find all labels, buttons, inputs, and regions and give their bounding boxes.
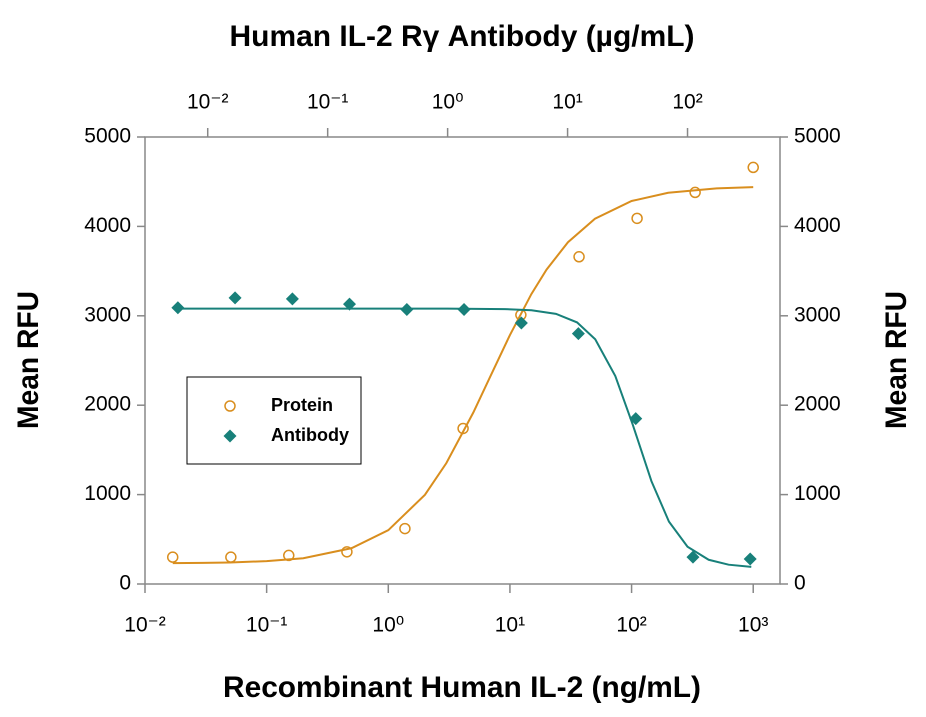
data-point — [743, 552, 757, 566]
y-tick-label: 3000 — [84, 303, 131, 326]
data-point — [399, 522, 411, 535]
legend-marker — [224, 400, 236, 412]
y2-tick-label: 1000 — [794, 482, 841, 505]
data-point — [629, 412, 643, 426]
y2-tick-label: 2000 — [794, 393, 841, 416]
y-tick-label: 2000 — [84, 393, 131, 416]
data-point — [747, 161, 759, 174]
legend-label: Antibody — [271, 425, 349, 445]
y2-tick-label: 4000 — [794, 214, 841, 237]
x2-tick-label: 10² — [672, 91, 702, 114]
data-point — [689, 186, 701, 199]
data-point — [166, 551, 179, 563]
y2-tick-label: 0 — [794, 572, 806, 595]
data-point — [573, 251, 585, 263]
x-tick-label: 10⁰ — [372, 614, 404, 637]
x-axis-title: Recombinant Human IL-2 (ng/mL) — [223, 671, 701, 704]
data-point — [342, 297, 356, 311]
data-point — [285, 292, 299, 306]
y-tick-label: 5000 — [84, 125, 131, 148]
data-point — [400, 303, 414, 317]
data-point — [457, 422, 469, 435]
data-point — [341, 546, 353, 558]
data-point — [225, 551, 237, 563]
data-point — [457, 303, 471, 317]
x2-tick-label: 10⁰ — [432, 91, 464, 114]
data-point — [171, 301, 185, 315]
y2-axis-title: Mean RFU — [880, 291, 913, 429]
y-axis-title: Mean RFU — [12, 291, 45, 429]
data-point — [686, 550, 700, 564]
legend-marker — [223, 429, 237, 443]
data-point — [631, 212, 643, 225]
x-tick-label: 10¹ — [495, 614, 525, 637]
x-tick-label: 10⁻¹ — [246, 614, 287, 637]
data-point — [283, 549, 295, 562]
legend-label: Protein — [271, 395, 333, 415]
chart-title: Human IL-2 Rγ Antibody (µg/mL) — [230, 20, 695, 53]
x-tick-label: 10² — [616, 614, 646, 637]
data-point — [228, 291, 242, 305]
x-tick-label: 10⁻² — [124, 614, 165, 637]
y2-tick-label: 5000 — [794, 125, 841, 148]
plot-frame — [144, 136, 781, 585]
y-tick-label: 1000 — [84, 482, 131, 505]
data-point — [514, 316, 528, 330]
x-tick-label: 10³ — [738, 614, 768, 637]
y2-tick-label: 3000 — [794, 303, 841, 326]
x2-tick-label: 10⁻² — [187, 91, 228, 114]
data-point — [571, 327, 585, 341]
y-tick-label: 0 — [119, 572, 131, 595]
x2-tick-label: 10¹ — [552, 91, 582, 114]
x2-tick-label: 10⁻¹ — [307, 91, 348, 114]
fit-line — [172, 186, 754, 565]
y-tick-label: 4000 — [84, 214, 131, 237]
legend-box — [186, 376, 362, 465]
